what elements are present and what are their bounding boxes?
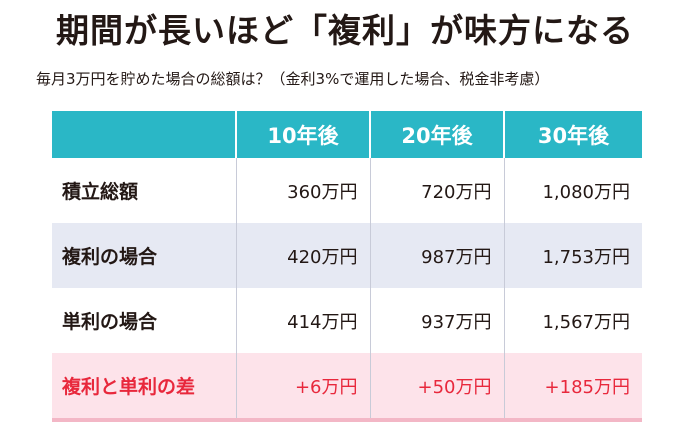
table-row-compound-interest: 複利の場合 420万円 987万円 1,753万円 — [52, 223, 642, 288]
header-cell-10-years: 10年後 — [236, 111, 371, 158]
table-cell: 720万円 — [370, 158, 505, 223]
row-label: 積立総額 — [52, 158, 237, 223]
table-cell: 987万円 — [370, 223, 505, 288]
table-cell: 414万円 — [236, 288, 371, 353]
table-row-difference: 複利と単利の差 +6万円 +50万円 +185万円 — [52, 353, 642, 422]
table-cell: 360万円 — [236, 158, 371, 223]
header-cell-30-years: 30年後 — [504, 111, 642, 158]
header-cell-empty — [52, 111, 237, 158]
table-cell: 1,753万円 — [504, 223, 642, 288]
comparison-table: 10年後 20年後 30年後 積立総額 360万円 720万円 1,080万円 … — [52, 111, 642, 422]
row-label: 単利の場合 — [52, 288, 237, 353]
header-cell-20-years: 20年後 — [370, 111, 505, 158]
table-cell: 1,080万円 — [504, 158, 642, 223]
row-label: 複利の場合 — [52, 223, 237, 288]
table-cell: +185万円 — [504, 353, 642, 422]
table-cell: 1,567万円 — [504, 288, 642, 353]
table-cell: +50万円 — [370, 353, 505, 422]
table-cell: 420万円 — [236, 223, 371, 288]
comparison-table-container: 10年後 20年後 30年後 積立総額 360万円 720万円 1,080万円 … — [52, 111, 642, 422]
row-label: 複利と単利の差 — [52, 353, 237, 422]
page-subtitle: 毎月3万円を貯めた場合の総額は？（金利3%で運用した場合、税金非考慮） — [36, 70, 550, 88]
page-title: 期間が長いほど「複利」が味方になる — [56, 11, 634, 50]
table-row-simple-interest: 単利の場合 414万円 937万円 1,567万円 — [52, 288, 642, 353]
table-cell: +6万円 — [236, 353, 371, 422]
table-header-row: 10年後 20年後 30年後 — [52, 111, 642, 158]
table-cell: 937万円 — [370, 288, 505, 353]
table-row-total-savings: 積立総額 360万円 720万円 1,080万円 — [52, 158, 642, 223]
